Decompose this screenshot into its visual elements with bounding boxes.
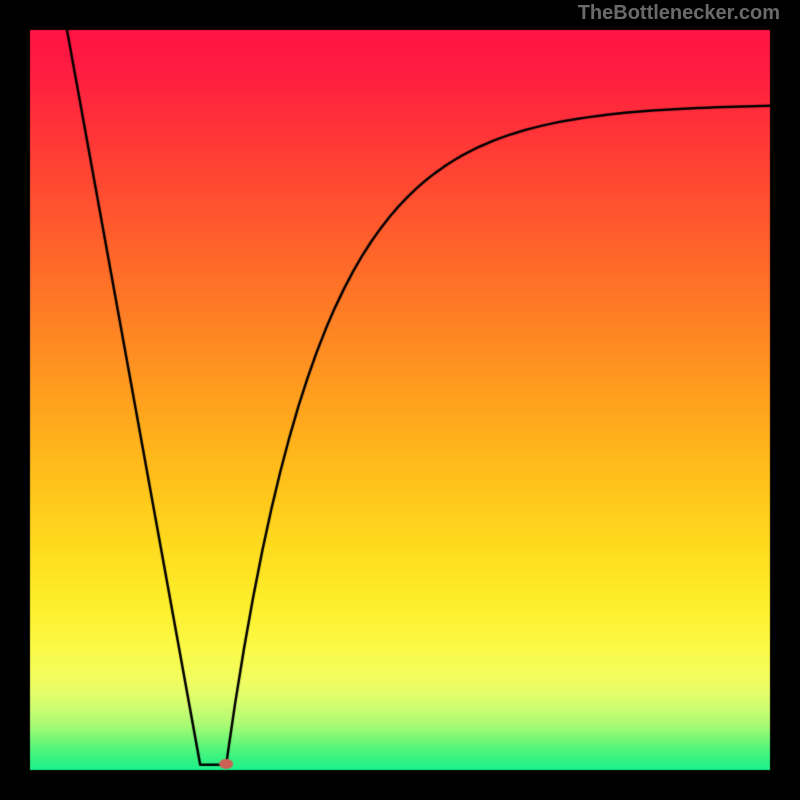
bottleneck-chart-canvas — [0, 0, 800, 800]
